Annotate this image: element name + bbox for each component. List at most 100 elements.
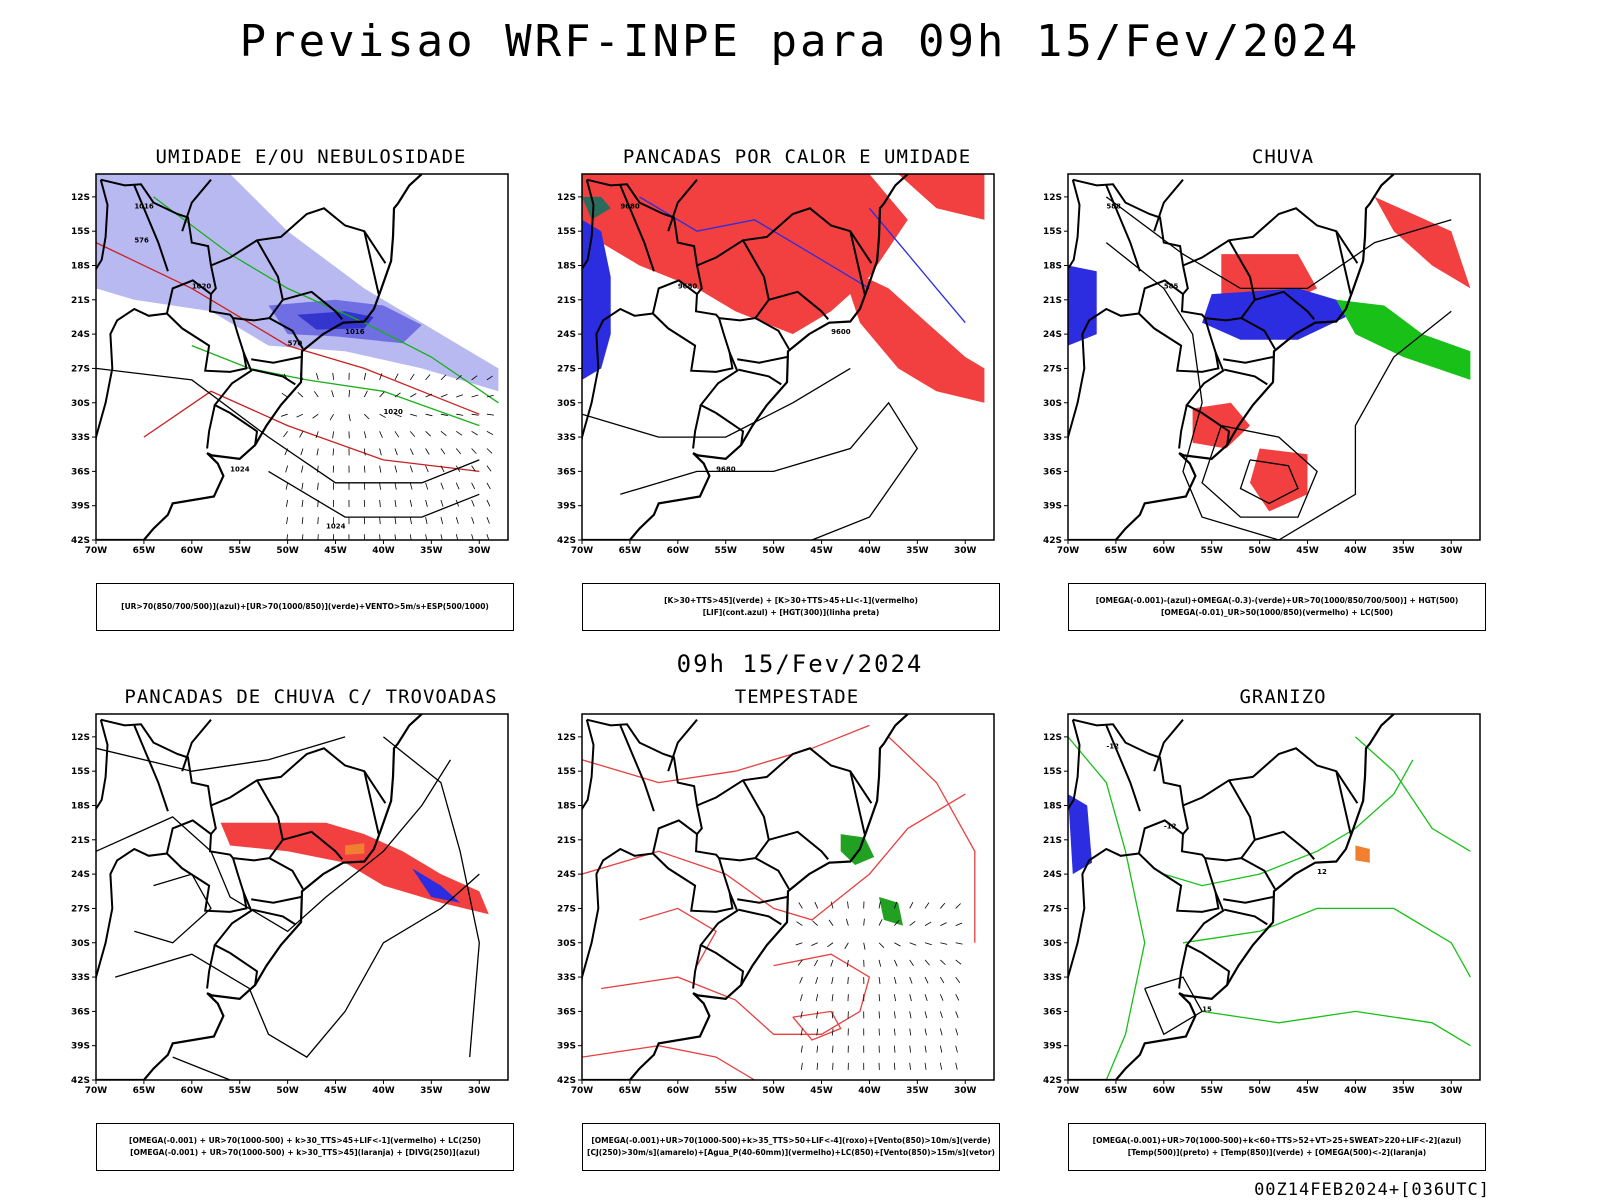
wind-vector bbox=[425, 534, 428, 540]
contour-value-label: 12 bbox=[1317, 868, 1327, 876]
wind-vector bbox=[795, 942, 803, 946]
wind-vector bbox=[363, 482, 366, 490]
lat-label: 39S bbox=[71, 1042, 90, 1052]
lat-label: 18S bbox=[71, 802, 90, 812]
lat-label: 42S bbox=[71, 1076, 90, 1086]
wind-vector bbox=[909, 1028, 912, 1036]
lon-label: 50W bbox=[1248, 1086, 1271, 1096]
wind-vector bbox=[878, 901, 881, 909]
political-border bbox=[363, 770, 380, 835]
panel-title: PANCADAS POR CALOR E UMIDADE bbox=[622, 146, 972, 168]
lon-label: 40W bbox=[1344, 546, 1367, 556]
wind-vector bbox=[440, 499, 444, 507]
lat-label: 18S bbox=[1043, 802, 1062, 812]
field-shading bbox=[1250, 448, 1308, 512]
lon-label: 30W bbox=[1440, 546, 1463, 556]
wind-vector bbox=[363, 465, 366, 473]
lat-label: 30S bbox=[557, 399, 576, 409]
lat-label: 21S bbox=[1043, 296, 1062, 306]
wind-vector bbox=[909, 1011, 912, 1019]
wind-vector bbox=[301, 517, 304, 525]
wind-vector bbox=[348, 390, 351, 398]
wind-vector bbox=[893, 959, 898, 967]
wind-vector bbox=[316, 448, 319, 456]
field-shading bbox=[840, 834, 875, 865]
wind-vector bbox=[894, 942, 901, 947]
political-border bbox=[718, 779, 770, 862]
wind-vector bbox=[425, 431, 431, 437]
wind-vector bbox=[955, 942, 963, 945]
wind-vector bbox=[939, 1045, 943, 1053]
lat-label: 15S bbox=[71, 227, 90, 237]
wind-vector bbox=[425, 517, 428, 525]
contour-line bbox=[96, 759, 452, 933]
wind-vector bbox=[316, 465, 319, 473]
wind-vector bbox=[486, 448, 493, 454]
wind-vector bbox=[440, 482, 444, 490]
lon-label: 40W bbox=[372, 546, 395, 556]
lon-label: 60W bbox=[181, 546, 204, 556]
wind-vector bbox=[924, 1062, 927, 1070]
wind-vector bbox=[955, 976, 961, 983]
political-border bbox=[619, 185, 655, 272]
political-border bbox=[754, 317, 790, 350]
wind-vector bbox=[893, 1062, 896, 1070]
wind-vector bbox=[831, 976, 834, 985]
lat-label: 21S bbox=[71, 296, 90, 306]
lon-label: 40W bbox=[858, 546, 881, 556]
wind-vector bbox=[924, 976, 929, 984]
wind-vector bbox=[281, 392, 288, 398]
wind-vector bbox=[831, 994, 834, 1002]
political-border bbox=[96, 719, 109, 810]
contour-value-label: 1024 bbox=[326, 523, 346, 531]
political-border bbox=[363, 230, 380, 295]
wind-vector bbox=[301, 499, 304, 507]
panel-title: TEMPESTADE bbox=[734, 686, 860, 708]
political-border bbox=[1137, 819, 1220, 913]
lat-label: 30S bbox=[1043, 939, 1062, 949]
lon-label: 65W bbox=[619, 546, 642, 556]
lat-label: 21S bbox=[557, 836, 576, 846]
wind-vector bbox=[893, 1045, 896, 1053]
wind-vector bbox=[924, 942, 932, 946]
wind-vector bbox=[894, 920, 900, 926]
wind-vector bbox=[486, 413, 494, 416]
lon-label: 45W bbox=[324, 1086, 347, 1096]
political-border bbox=[849, 770, 866, 835]
contour-value-label: 1016 bbox=[134, 202, 154, 210]
panel-title: GRANIZO bbox=[1239, 686, 1327, 708]
contour-value-label: 1024 bbox=[230, 465, 250, 473]
wind-vector bbox=[348, 414, 351, 422]
wind-vector bbox=[410, 413, 418, 417]
wind-vector bbox=[800, 1028, 803, 1036]
political-border bbox=[768, 290, 829, 320]
lat-label: 24S bbox=[557, 330, 576, 340]
wind-vector bbox=[425, 393, 433, 398]
wind-vector bbox=[425, 374, 431, 381]
wind-vector bbox=[486, 482, 491, 490]
lon-label: 30W bbox=[954, 546, 977, 556]
lon-label: 70W bbox=[571, 1086, 594, 1096]
wind-vector bbox=[312, 413, 319, 419]
wind-vector bbox=[316, 373, 319, 380]
wind-vector bbox=[456, 431, 463, 436]
wind-vector bbox=[940, 942, 948, 945]
political-border bbox=[1068, 847, 1140, 985]
lat-label: 36S bbox=[557, 467, 576, 477]
political-border bbox=[210, 747, 387, 807]
lat-label: 15S bbox=[1043, 227, 1062, 237]
wind-vector bbox=[924, 959, 930, 966]
contour-line bbox=[382, 736, 480, 1058]
lat-label: 42S bbox=[71, 536, 90, 546]
wind-vector bbox=[486, 375, 493, 381]
wind-vector bbox=[846, 959, 849, 967]
wind-vector bbox=[379, 391, 385, 398]
wind-vector bbox=[909, 976, 913, 984]
lon-label: 65W bbox=[619, 1086, 642, 1096]
lat-label: 36S bbox=[71, 467, 90, 477]
map-umidade: 1016 1020 1024 1016 1020 1024 576 570 12S 15S 18S 2… bbox=[71, 173, 509, 556]
wind-vector bbox=[814, 901, 819, 909]
wind-vector bbox=[471, 375, 478, 381]
contour-value-label: 588 bbox=[1106, 202, 1121, 210]
wind-vector bbox=[409, 465, 413, 473]
